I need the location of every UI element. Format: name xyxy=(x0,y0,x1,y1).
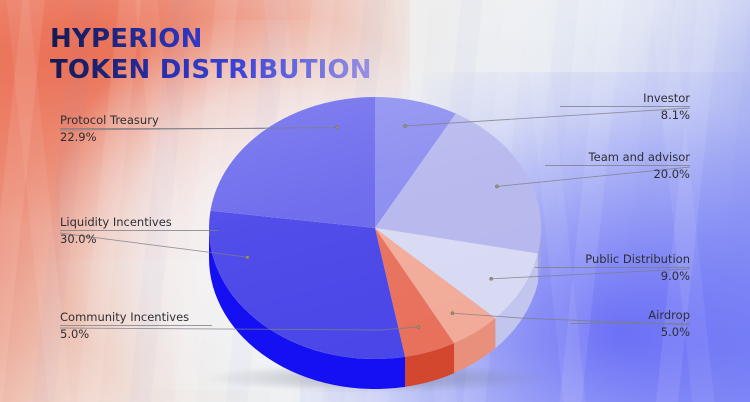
label-team-and-advisor-rule xyxy=(545,165,690,167)
pie-slice-liquidity-incentives[interactable]: Liquidity Incentives 30.0% xyxy=(208,210,406,359)
label-team-and-advisor-pct: 20.0% xyxy=(653,167,690,182)
leader-anchor-dot xyxy=(403,124,407,128)
label-public-distribution[interactable]: Public Distribution 9.0% xyxy=(535,252,690,284)
leader-line-liquidity-incentives xyxy=(59,232,248,258)
title-line-2: TOKEN DISTRIBUTION xyxy=(50,54,372,85)
label-public-distribution-name: Public Distribution xyxy=(585,252,690,266)
label-liquidity-incentives-rule xyxy=(60,230,218,232)
leader-anchor-dot xyxy=(416,325,421,329)
leader-anchor-dot xyxy=(335,125,340,130)
label-liquidity-incentives-name: Liquidity Incentives xyxy=(60,215,172,229)
label-investor[interactable]: Investor 8.1% xyxy=(560,91,690,123)
label-airdrop-rule xyxy=(570,323,690,325)
label-public-distribution-rule xyxy=(535,267,690,269)
label-team-and-advisor[interactable]: Team and advisor 20.0% xyxy=(545,150,690,182)
leader-line-investor xyxy=(405,107,691,127)
label-community-incentives-rule xyxy=(60,325,212,327)
label-liquidity-incentives-pct: 30.0% xyxy=(60,232,97,247)
leader-lines xyxy=(59,107,691,331)
leader-anchor-dot xyxy=(450,311,455,316)
leader-line-airdrop xyxy=(452,312,691,326)
label-airdrop[interactable]: Airdrop 5.0% xyxy=(570,308,690,340)
label-protocol-treasury-name: Protocol Treasury xyxy=(60,113,159,127)
label-investor-name: Investor xyxy=(643,91,690,105)
label-public-distribution-pct: 9.0% xyxy=(660,269,690,284)
label-airdrop-name: Airdrop xyxy=(648,308,690,322)
label-investor-pct: 8.1% xyxy=(660,108,690,123)
page-title: HYPERION TOKEN DISTRIBUTION xyxy=(50,26,372,84)
label-investor-rule xyxy=(560,106,690,108)
label-liquidity-incentives[interactable]: Liquidity Incentives 30.0% xyxy=(60,215,218,247)
label-community-incentives[interactable]: Community Incentives 5.0% xyxy=(60,310,212,342)
label-protocol-treasury[interactable]: Protocol Treasury 22.9% xyxy=(60,113,265,145)
leader-anchor-dot xyxy=(495,184,499,189)
leader-line-public-distribution xyxy=(491,268,691,280)
label-community-incentives-pct: 5.0% xyxy=(60,327,90,342)
leader-line-community-incentives xyxy=(59,326,419,331)
label-airdrop-pct: 5.0% xyxy=(660,325,690,340)
title-line-1: HYPERION xyxy=(50,26,372,53)
leader-anchor-dot xyxy=(489,276,494,281)
label-community-incentives-name: Community Incentives xyxy=(60,310,190,324)
label-protocol-treasury-rule xyxy=(60,128,265,130)
label-team-and-advisor-name: Team and advisor xyxy=(588,150,690,164)
leader-anchor-dot xyxy=(245,255,250,260)
leader-line-team-and-advisor xyxy=(496,166,691,187)
label-protocol-treasury-pct: 22.9% xyxy=(60,130,97,145)
